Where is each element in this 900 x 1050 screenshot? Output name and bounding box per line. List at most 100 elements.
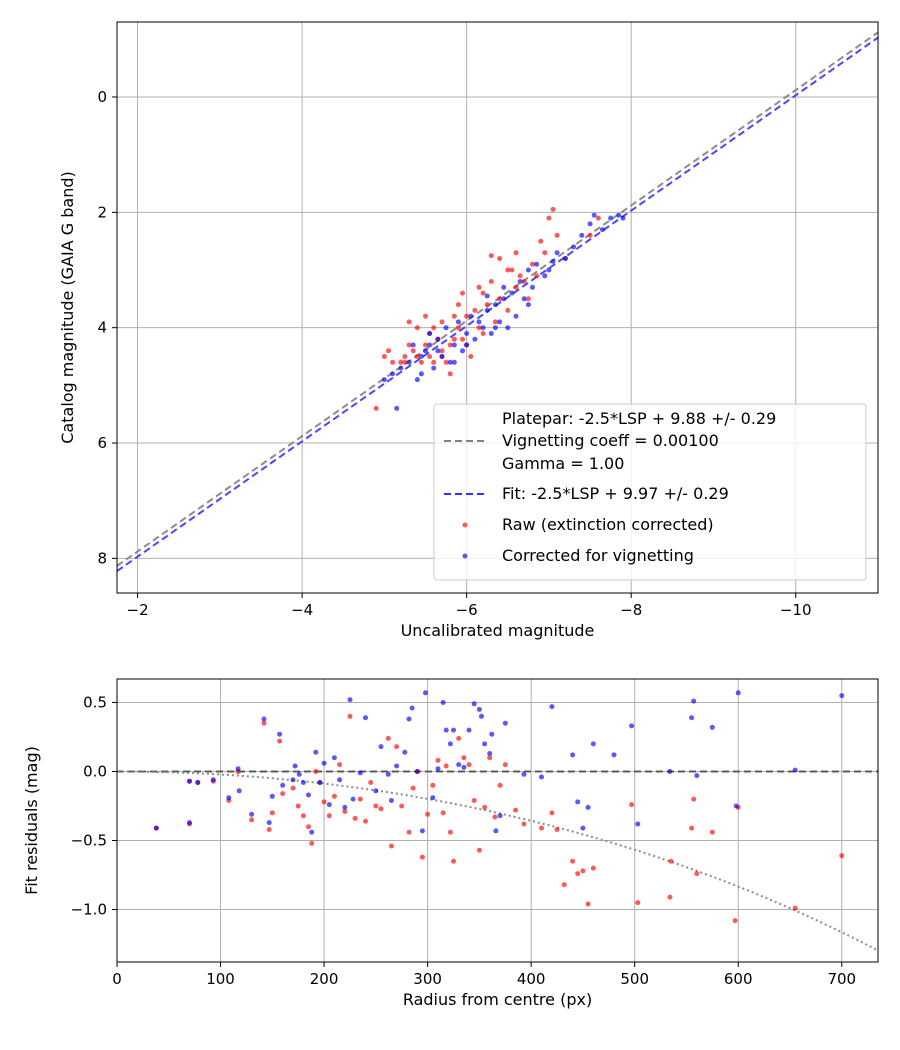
data-point bbox=[476, 706, 482, 712]
data-point bbox=[476, 319, 482, 325]
data-point bbox=[587, 232, 593, 238]
data-point bbox=[579, 232, 585, 238]
data-point bbox=[390, 359, 396, 365]
axes-frame bbox=[116, 21, 879, 594]
data-point bbox=[363, 818, 368, 824]
data-point bbox=[439, 348, 445, 354]
x-tick-label: 500 bbox=[620, 970, 649, 988]
data-point bbox=[451, 336, 457, 342]
data-point bbox=[530, 284, 535, 290]
data-point bbox=[585, 901, 591, 907]
legend-dot-marker bbox=[462, 553, 468, 559]
data-point bbox=[451, 342, 457, 348]
data-point bbox=[471, 798, 477, 803]
data-point bbox=[505, 307, 511, 313]
data-point bbox=[456, 735, 462, 741]
data-point bbox=[554, 250, 560, 256]
data-point bbox=[733, 803, 739, 809]
data-point bbox=[440, 700, 446, 705]
x-tick-label: 100 bbox=[206, 970, 235, 988]
data-point bbox=[472, 336, 478, 342]
data-point bbox=[385, 771, 391, 777]
data-point bbox=[440, 810, 446, 816]
data-point bbox=[300, 780, 306, 785]
legend-box bbox=[433, 403, 867, 581]
data-point bbox=[321, 760, 327, 766]
data-point bbox=[447, 829, 453, 835]
data-point bbox=[561, 882, 567, 888]
data-point bbox=[402, 359, 408, 365]
data-point bbox=[443, 763, 449, 769]
legend-label: Vignetting coeff = 0.00100 bbox=[502, 431, 719, 450]
data-point bbox=[187, 820, 192, 826]
data-point bbox=[414, 325, 420, 331]
data-point bbox=[414, 354, 420, 359]
data-point bbox=[792, 767, 798, 773]
data-point bbox=[410, 348, 416, 354]
data-point bbox=[735, 690, 741, 696]
data-point bbox=[549, 704, 555, 710]
data-point bbox=[595, 215, 601, 221]
data-point bbox=[419, 854, 425, 860]
data-point bbox=[290, 777, 296, 783]
data-point bbox=[471, 701, 477, 707]
data-point bbox=[269, 810, 275, 816]
data-point bbox=[435, 766, 441, 772]
data-point bbox=[575, 799, 581, 805]
data-point bbox=[326, 802, 332, 808]
data-point bbox=[461, 755, 467, 761]
data-point bbox=[447, 741, 453, 747]
legend-label: Corrected for vignetting bbox=[502, 546, 694, 565]
data-point bbox=[326, 813, 332, 819]
data-point bbox=[342, 809, 348, 814]
data-point bbox=[261, 716, 267, 722]
data-point bbox=[373, 405, 379, 411]
data-point bbox=[443, 359, 449, 365]
data-point bbox=[373, 788, 379, 794]
data-point bbox=[423, 342, 428, 348]
data-point bbox=[497, 813, 503, 819]
data-point bbox=[792, 905, 798, 911]
y-tick-label: 0.0 bbox=[83, 762, 107, 780]
data-point bbox=[629, 802, 635, 808]
data-point bbox=[409, 705, 415, 711]
x-tick-label: 400 bbox=[517, 970, 546, 988]
data-point bbox=[554, 827, 560, 832]
data-point bbox=[476, 847, 482, 853]
data-point bbox=[388, 843, 394, 849]
data-point bbox=[418, 371, 424, 377]
data-point bbox=[575, 871, 581, 877]
line-vignetting bbox=[117, 770, 878, 952]
data-point bbox=[513, 807, 519, 813]
data-point bbox=[406, 716, 412, 722]
data-point bbox=[839, 853, 845, 859]
data-point bbox=[236, 788, 242, 794]
data-point bbox=[460, 290, 465, 296]
x-axis-label: Uncalibrated magnitude bbox=[401, 621, 595, 640]
data-point bbox=[277, 738, 283, 744]
data-point bbox=[280, 782, 286, 788]
x-tick-label: 0 bbox=[112, 970, 122, 988]
data-point bbox=[484, 302, 490, 308]
data-point bbox=[398, 359, 404, 365]
data-point bbox=[357, 796, 363, 802]
data-point bbox=[635, 821, 641, 827]
data-point bbox=[534, 261, 540, 267]
data-point bbox=[431, 365, 437, 371]
data-point bbox=[521, 279, 527, 284]
data-point bbox=[709, 724, 715, 730]
data-point bbox=[497, 782, 503, 788]
data-point bbox=[423, 690, 428, 696]
data-point bbox=[502, 720, 508, 726]
data-point bbox=[266, 820, 272, 826]
data-point bbox=[570, 752, 576, 758]
data-point bbox=[269, 793, 275, 799]
data-point bbox=[399, 803, 405, 809]
data-point bbox=[709, 829, 715, 835]
data-point bbox=[468, 354, 474, 359]
data-point bbox=[466, 727, 472, 733]
data-point bbox=[306, 824, 311, 830]
data-point bbox=[505, 325, 511, 331]
data-point bbox=[410, 785, 416, 791]
